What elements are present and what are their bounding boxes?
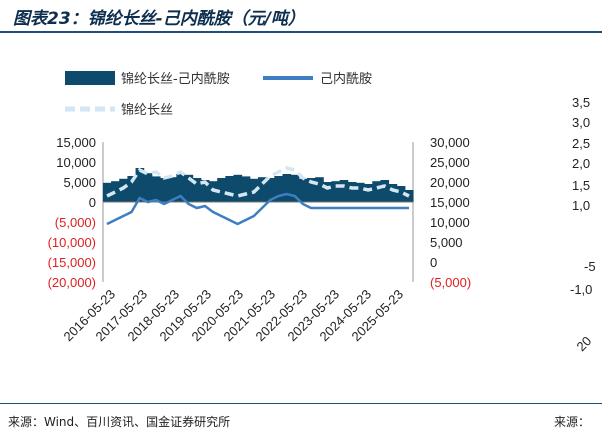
spread-bar (355, 182, 365, 202)
spread-bar (151, 176, 161, 202)
spread-bar (258, 177, 267, 202)
spread-bar (372, 181, 381, 202)
spread-bar (315, 177, 324, 202)
x-axis-ticks: 2016-05-232017-05-232018-05-232019-05-23… (60, 287, 406, 345)
right-tick-label: 30,000 (430, 135, 470, 150)
source-note-right: 来源： (554, 415, 591, 429)
source-note: 来源：Wind、百川资讯、国金证券研究所 (8, 415, 231, 429)
spread-bar (306, 178, 316, 202)
clipped-tick-label: 2,0 (572, 156, 590, 171)
spread-bar (380, 180, 390, 202)
legend: 锦纶长丝-己内酰胺 己内酰胺 锦纶长丝 (65, 71, 372, 118)
clipped-tick-label: -5 (584, 259, 596, 274)
title-rule (0, 31, 602, 33)
clipped-tick-label: 2,5 (572, 136, 590, 151)
right-tick-label: 10,000 (430, 215, 470, 230)
spread-bar (184, 174, 194, 202)
spread-bar (119, 178, 128, 202)
spread-bar (282, 174, 292, 202)
clipped-tick-label: 20 (574, 333, 595, 354)
legend-label-nylon: 锦纶长丝 (121, 103, 173, 118)
left-axis-ticks: 15,000 10,000 5,000 0 (5,000) (10,000) (15,000… (48, 135, 96, 290)
clipped-tick-label: 1,0 (572, 198, 590, 213)
clipped-tick-label: -1,0 (570, 282, 592, 297)
legend-label-spread: 锦纶长丝-己内酰胺 (121, 71, 230, 87)
spread-bar (225, 176, 235, 202)
spread-bar (339, 180, 349, 202)
left-tick-label: 10,000 (56, 155, 96, 170)
spread-bar (298, 178, 308, 202)
spread-bar (274, 176, 283, 202)
right-axis-ticks: 30,000 25,000 20,000 15,000 10,000 5,000 0 (5,0… (430, 135, 471, 290)
figure-title: 图表23：锦纶长丝-己内酰胺（元/吨） (13, 9, 305, 29)
spread-bar (404, 190, 414, 202)
spread-bar (217, 178, 226, 202)
legend-label-caprolactam: 己内酰胺 (320, 71, 372, 87)
series-lines (106, 166, 410, 226)
clipped-tick-label: 1,5 (572, 178, 590, 193)
clipped-tick-label: 3,5 (572, 95, 590, 110)
left-tick-label: (20,000) (48, 275, 96, 290)
left-tick-label: (10,000) (48, 235, 96, 250)
left-tick-label: (15,000) (48, 255, 96, 270)
clipped-right-chart-ticks: 3,5 3,0 2,5 2,0 1,5 1,0 -5 -1,0 20 (570, 95, 596, 354)
chart-svg: 锦纶长丝-己内酰胺 己内酰胺 锦纶长丝 15,000 10,000 5,000 0 (5… (48, 71, 596, 354)
spread-bar (135, 168, 145, 202)
spread-bar (168, 177, 177, 202)
spread-bar (290, 174, 300, 202)
spread-bar (331, 181, 341, 202)
spread-bar (396, 186, 406, 202)
spread-bar (323, 182, 332, 202)
spread-bar (266, 178, 275, 202)
spread-bar (241, 176, 251, 202)
spread-bars (102, 168, 414, 202)
spread-bar (192, 178, 202, 202)
spread-bar (233, 174, 243, 202)
spread-bar (176, 174, 186, 202)
legend-bar-swatch (65, 71, 115, 85)
right-tick-label: 0 (430, 255, 437, 270)
spread-bar (364, 184, 373, 202)
right-tick-label: 5,000 (430, 235, 463, 250)
left-tick-label: 5,000 (63, 175, 96, 190)
right-tick-label: 25,000 (430, 155, 470, 170)
bottom-rule (0, 403, 602, 404)
spread-bar (111, 181, 120, 202)
spread-bar (143, 173, 153, 202)
spread-bar (102, 182, 112, 202)
left-tick-label: 15,000 (56, 135, 96, 150)
left-tick-label: (5,000) (55, 215, 96, 230)
right-tick-label: (5,000) (430, 275, 471, 290)
clipped-tick-label: 3,0 (572, 115, 590, 130)
caprolactam-line (106, 192, 409, 226)
spread-bar (347, 182, 357, 202)
spread-bar (388, 184, 398, 202)
right-tick-label: 20,000 (430, 175, 470, 190)
nylon-filament-line (106, 166, 410, 198)
spread-bar (160, 178, 169, 202)
left-tick-label: 0 (89, 195, 96, 210)
spread-bar (200, 180, 210, 202)
spread-bar (127, 176, 137, 202)
right-tick-label: 15,000 (430, 195, 470, 210)
